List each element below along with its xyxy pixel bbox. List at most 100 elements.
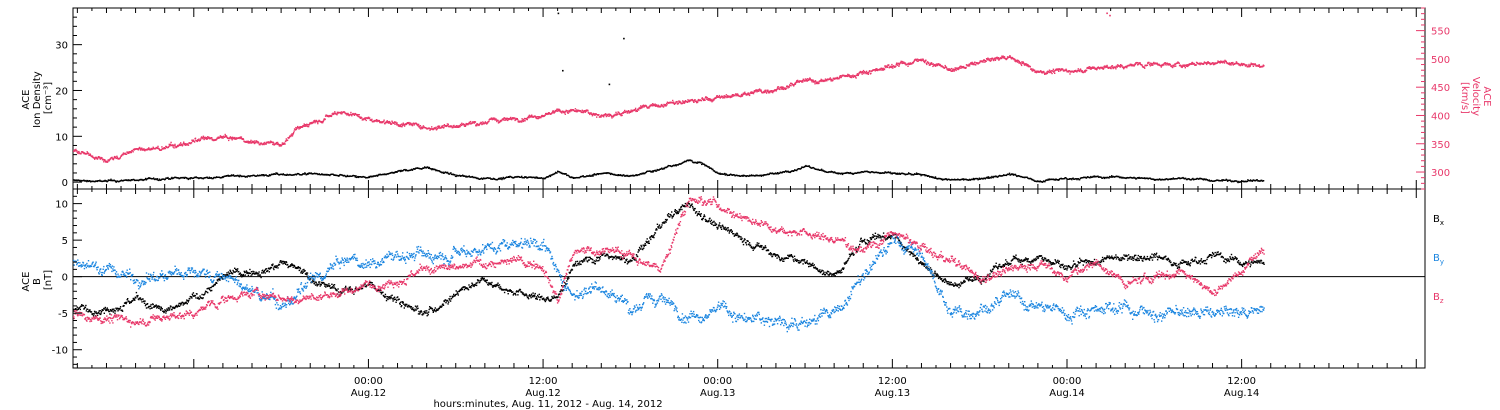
plasma-data-points bbox=[73, 12, 1265, 184]
data-point-velocity bbox=[1043, 72, 1045, 74]
data-point-bx bbox=[76, 306, 78, 308]
data-point-bx bbox=[123, 305, 125, 307]
data-point-velocity bbox=[280, 144, 283, 147]
data-point-bx bbox=[130, 301, 132, 304]
data-point-velocity bbox=[731, 96, 733, 98]
data-point-velocity bbox=[228, 139, 230, 142]
data-point-velocity bbox=[883, 67, 885, 69]
data-point-bx bbox=[179, 302, 181, 304]
data-point-density bbox=[982, 178, 985, 180]
data-point-density bbox=[619, 174, 622, 176]
data-point-bx bbox=[268, 267, 270, 269]
data-point-velocity bbox=[447, 125, 449, 127]
data-point-velocity bbox=[336, 111, 339, 113]
data-point-velocity bbox=[1042, 71, 1044, 74]
data-point-density bbox=[762, 175, 764, 177]
data-point-bx bbox=[297, 267, 299, 269]
data-point-velocity bbox=[1213, 63, 1216, 65]
data-point-density bbox=[268, 174, 271, 176]
data-point-velocity bbox=[1065, 68, 1067, 70]
data-point-velocity bbox=[967, 64, 969, 66]
data-point-bx bbox=[260, 276, 262, 279]
data-point-density bbox=[1249, 179, 1252, 181]
data-point-velocity bbox=[76, 150, 78, 152]
data-point-density bbox=[941, 178, 943, 180]
data-point-velocity bbox=[256, 141, 259, 143]
data-point-bx bbox=[144, 300, 146, 302]
data-point-velocity bbox=[955, 69, 957, 72]
data-point-velocity bbox=[769, 90, 772, 92]
data-point-velocity bbox=[694, 99, 696, 101]
data-point-density bbox=[1156, 178, 1158, 181]
data-point-velocity bbox=[1192, 63, 1194, 65]
data-point-density bbox=[495, 178, 497, 181]
data-point-density bbox=[851, 172, 854, 175]
data-point-velocity bbox=[775, 90, 777, 92]
data-point-velocity bbox=[298, 127, 301, 129]
data-point-velocity bbox=[1046, 71, 1048, 73]
data-point-bx bbox=[286, 263, 289, 266]
data-point-velocity bbox=[467, 124, 469, 126]
data-point-bx bbox=[194, 295, 197, 297]
data-point-velocity bbox=[267, 142, 270, 144]
data-point-velocity bbox=[747, 93, 749, 95]
data-point-bx bbox=[238, 270, 240, 273]
data-point-bx bbox=[229, 270, 232, 272]
data-point-velocity bbox=[403, 125, 406, 127]
data-point-velocity bbox=[317, 122, 319, 125]
data-point-velocity bbox=[157, 145, 159, 148]
data-point-density bbox=[1033, 180, 1036, 182]
data-point-velocity bbox=[704, 97, 707, 99]
data-point-velocity bbox=[540, 116, 542, 119]
data-point-density bbox=[521, 175, 523, 178]
data-point-velocity bbox=[316, 120, 318, 122]
data-point-velocity bbox=[196, 140, 198, 143]
data-point-density bbox=[793, 170, 795, 172]
data-point-bx bbox=[271, 264, 274, 267]
data-point-velocity bbox=[1223, 61, 1225, 63]
data-point-bx bbox=[249, 272, 252, 275]
data-point-velocity bbox=[961, 66, 963, 68]
data-point-density bbox=[572, 176, 574, 179]
data-point-velocity bbox=[653, 104, 656, 107]
data-point-velocity bbox=[1085, 69, 1088, 72]
data-point-velocity bbox=[921, 59, 924, 61]
data-point-velocity bbox=[324, 118, 326, 120]
data-point-density bbox=[1094, 175, 1096, 177]
data-point-velocity bbox=[461, 122, 463, 124]
data-point-velocity bbox=[706, 96, 708, 99]
data-point-bx bbox=[92, 315, 95, 317]
data-point-bx bbox=[145, 303, 147, 306]
data-point-velocity bbox=[979, 60, 982, 62]
data-point-velocity bbox=[1002, 57, 1004, 59]
data-point-velocity bbox=[704, 99, 706, 101]
data-point-density bbox=[233, 175, 235, 177]
data-point-velocity bbox=[616, 114, 618, 116]
data-point-bx bbox=[173, 307, 176, 310]
data-point-velocity bbox=[1000, 56, 1002, 59]
data-point-velocity bbox=[563, 110, 565, 113]
data-point-bx bbox=[159, 306, 161, 308]
data-point-bx bbox=[168, 308, 170, 310]
data-point-velocity bbox=[636, 110, 638, 112]
data-point-velocity bbox=[636, 109, 638, 111]
data-point-velocity bbox=[1008, 56, 1010, 58]
data-point-velocity bbox=[518, 121, 520, 123]
data-point-density bbox=[536, 176, 539, 179]
data-point-density bbox=[1173, 178, 1175, 180]
data-point-velocity bbox=[562, 111, 565, 114]
data-point-velocity bbox=[707, 97, 710, 100]
data-point-velocity bbox=[497, 122, 500, 124]
data-point-density bbox=[326, 173, 328, 176]
data-point-density bbox=[276, 172, 279, 174]
data-point-bx bbox=[263, 271, 265, 273]
data-point-velocity bbox=[945, 66, 948, 69]
data-point-velocity bbox=[156, 146, 158, 149]
data-point-velocity bbox=[128, 152, 130, 154]
data-point-velocity bbox=[381, 121, 383, 123]
data-point-velocity bbox=[985, 60, 987, 62]
data-point-velocity bbox=[174, 145, 177, 147]
data-point-velocity bbox=[224, 136, 226, 138]
data-point-density bbox=[1138, 176, 1140, 179]
data-point-velocity bbox=[333, 113, 335, 115]
